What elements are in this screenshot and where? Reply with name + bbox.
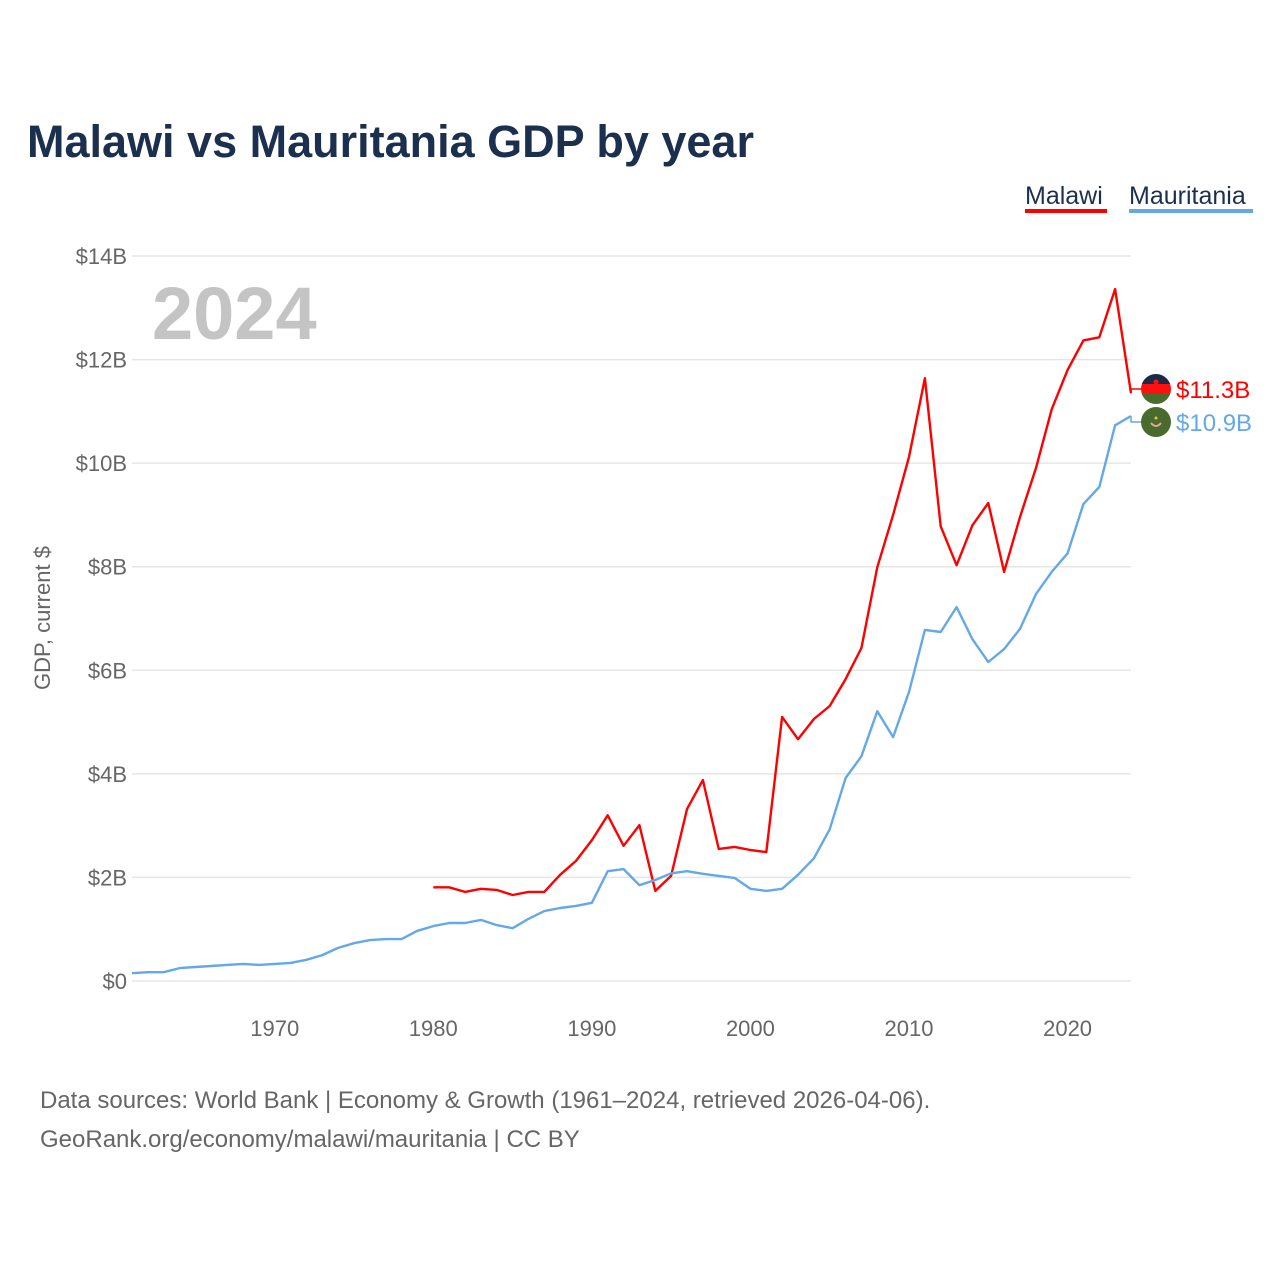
x-tick-label: 2020	[1043, 1016, 1092, 1041]
legend-swatch	[1025, 209, 1107, 213]
gridlines	[132, 255, 1131, 982]
y-tick-label: $12B	[76, 348, 127, 373]
footer-sources: Data sources: World Bank | Economy & Gro…	[40, 1087, 930, 1114]
y-tick-label: $14B	[76, 244, 127, 269]
flag-crescent	[1150, 422, 1162, 427]
end-value-label: $10.9B	[1176, 410, 1252, 437]
y-tick-label: $10B	[76, 451, 127, 476]
mauritania-flag-icon	[1141, 407, 1171, 437]
malawi-flag-icon	[1141, 374, 1171, 404]
y-axis-label: GDP, current $	[30, 546, 55, 690]
footer-link[interactable]: GeoRank.org/economy/malawi/mauritania | …	[40, 1126, 580, 1153]
leader-line	[1130, 416, 1142, 423]
flag-stripe-green	[1141, 394, 1171, 404]
x-tick-label: 1980	[409, 1016, 458, 1041]
legend-item-malawi: Malawi	[1025, 182, 1103, 210]
series-line-malawi	[433, 287, 1133, 897]
y-tick-label: $6B	[88, 658, 127, 683]
year-watermark: 2024	[152, 272, 317, 355]
x-tick-label: 1990	[567, 1016, 616, 1041]
chart-title: Malawi vs Mauritania GDP by year	[27, 116, 754, 167]
leader-line	[1130, 388, 1142, 394]
x-axis-ticks: 1970 1980 1990 2000 2010 2020	[250, 1016, 1092, 1041]
flag-field	[1141, 407, 1171, 437]
end-value-label: $11.3B	[1176, 377, 1250, 404]
end-labels: $11.3B $10.9B	[1130, 374, 1252, 437]
series-line-mauritania	[131, 414, 1132, 975]
flag-stripe-red	[1141, 384, 1171, 394]
legend: Malawi Mauritania	[1025, 182, 1253, 213]
flag-star	[1154, 416, 1158, 420]
flag-stripe-black	[1141, 374, 1171, 384]
y-tick-label: $8B	[88, 555, 127, 580]
legend-item-mauritania: Mauritania	[1129, 182, 1246, 210]
y-tick-label: $0	[103, 969, 127, 994]
x-tick-label: 1970	[250, 1016, 299, 1041]
x-tick-label: 2000	[726, 1016, 775, 1041]
series-lines	[131, 287, 1133, 975]
x-tick-label: 2010	[885, 1016, 934, 1041]
y-tick-label: $4B	[88, 762, 127, 787]
y-axis-ticks: $0 $2B $4B $6B $8B $10B $12B $14B	[76, 244, 127, 994]
y-tick-label: $2B	[88, 865, 127, 890]
flag-sun	[1153, 379, 1159, 385]
legend-swatch	[1129, 209, 1253, 213]
